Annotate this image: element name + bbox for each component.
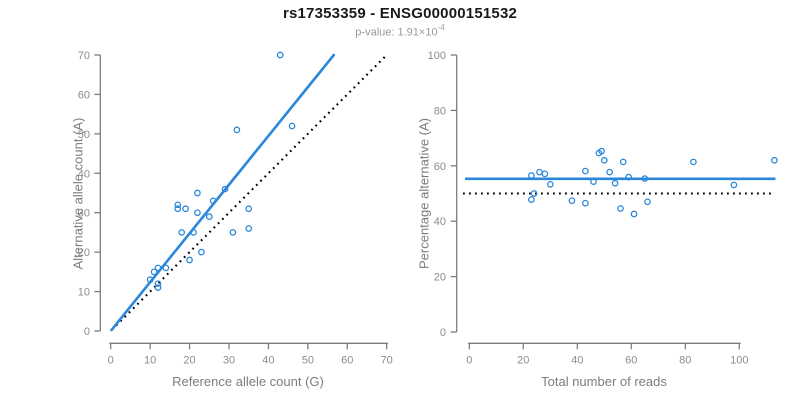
left-yaxis-label: Alternative allele count (A) xyxy=(70,117,86,270)
data-point xyxy=(611,179,619,187)
y-tick-label: 30 xyxy=(78,208,90,220)
x-tick-label: 100 xyxy=(730,355,748,367)
data-point xyxy=(178,229,186,236)
y-tick-label: 40 xyxy=(78,168,90,180)
x-tick-label: 0 xyxy=(108,355,114,367)
x-tick-label: 20 xyxy=(517,355,529,367)
data-point xyxy=(530,190,538,197)
data-point xyxy=(582,199,589,207)
identity-line xyxy=(111,55,387,331)
data-point xyxy=(154,264,162,272)
y-tick-label: 60 xyxy=(434,161,446,173)
fit-line xyxy=(110,53,336,332)
left-xaxis-label: Reference allele count (G) xyxy=(172,374,324,389)
data-point xyxy=(276,51,284,59)
pvalue-text: p-value: 1.91×10 xyxy=(355,26,438,39)
data-point xyxy=(617,205,624,212)
data-point xyxy=(582,167,589,175)
y-tick-label: 60 xyxy=(78,89,90,101)
data-point xyxy=(198,248,205,256)
data-point xyxy=(528,196,535,203)
data-point xyxy=(590,178,597,185)
x-tick-label: 10 xyxy=(144,355,156,367)
data-point xyxy=(209,197,217,205)
pvalue-subtitle: p-value: 1.91×10-4 xyxy=(0,23,800,39)
data-point xyxy=(229,229,237,236)
y-tick-label: 10 xyxy=(78,287,90,299)
x-tick-label: 60 xyxy=(625,355,637,367)
data-point xyxy=(146,276,154,284)
data-point xyxy=(162,264,170,272)
x-tick-label: 60 xyxy=(341,355,353,367)
y-tick-label: 0 xyxy=(84,326,90,338)
data-point xyxy=(690,158,697,166)
data-point xyxy=(150,268,158,276)
data-point xyxy=(194,209,201,217)
x-tick-label: 20 xyxy=(183,355,195,367)
data-point xyxy=(568,197,576,205)
data-point xyxy=(730,181,738,189)
data-point xyxy=(606,168,614,176)
figure-title: rs17353359 - ENSG00000151532 xyxy=(282,5,518,22)
data-point xyxy=(771,156,778,164)
data-point xyxy=(154,284,162,291)
x-tick-label: 80 xyxy=(679,355,691,367)
data-point xyxy=(598,147,605,155)
data-point xyxy=(641,175,649,182)
data-point xyxy=(541,170,549,178)
x-tick-label: 0 xyxy=(466,355,472,367)
y-tick-label: 70 xyxy=(78,50,90,62)
data-point xyxy=(245,205,253,213)
right-xaxis-label: Total number of reads xyxy=(541,374,667,389)
data-point xyxy=(205,213,213,221)
data-point xyxy=(194,189,201,197)
data-point xyxy=(190,229,197,236)
y-tick-label: 40 xyxy=(434,216,446,228)
data-point xyxy=(625,173,632,181)
y-tick-label: 0 xyxy=(440,327,446,339)
data-point xyxy=(536,168,543,176)
data-point xyxy=(186,256,193,264)
data-point xyxy=(154,280,162,288)
data-point xyxy=(619,158,627,166)
x-tick-label: 30 xyxy=(223,355,235,367)
y-tick-label: 20 xyxy=(434,272,446,284)
data-point xyxy=(288,122,296,130)
data-point xyxy=(630,210,638,218)
data-point xyxy=(221,185,229,193)
data-point xyxy=(174,201,182,209)
x-tick-label: 70 xyxy=(381,355,393,367)
right-yaxis-label: Percentage alternative (A) xyxy=(416,117,432,270)
data-point xyxy=(600,156,608,164)
data-point xyxy=(245,225,253,232)
pvalue-exponent: -4 xyxy=(437,23,445,32)
data-point xyxy=(546,181,554,188)
y-tick-label: 50 xyxy=(78,129,90,141)
data-point xyxy=(644,198,651,206)
x-tick-label: 40 xyxy=(571,355,583,367)
y-tick-label: 80 xyxy=(434,105,446,117)
x-tick-label: 40 xyxy=(262,355,274,367)
data-point xyxy=(528,172,535,179)
data-point xyxy=(233,126,241,134)
data-point xyxy=(182,205,189,213)
x-tick-label: 50 xyxy=(302,355,314,367)
data-point xyxy=(174,205,182,213)
y-tick-label: 20 xyxy=(78,247,90,259)
y-tick-label: 100 xyxy=(428,50,446,62)
